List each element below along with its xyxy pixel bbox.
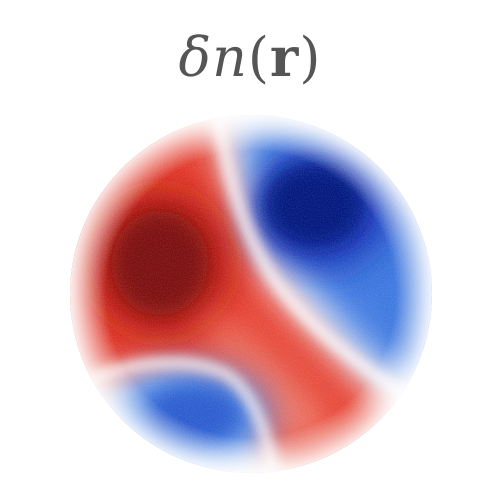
- title-n: n: [212, 26, 248, 89]
- title-close-paren: ): [299, 26, 322, 89]
- density-map: [70, 115, 432, 473]
- title-r: r: [269, 25, 300, 89]
- edge-fade: [70, 115, 432, 473]
- plot-title: δn(r): [0, 22, 500, 93]
- title-delta: δ: [178, 26, 213, 89]
- title-open-paren: (: [247, 26, 270, 89]
